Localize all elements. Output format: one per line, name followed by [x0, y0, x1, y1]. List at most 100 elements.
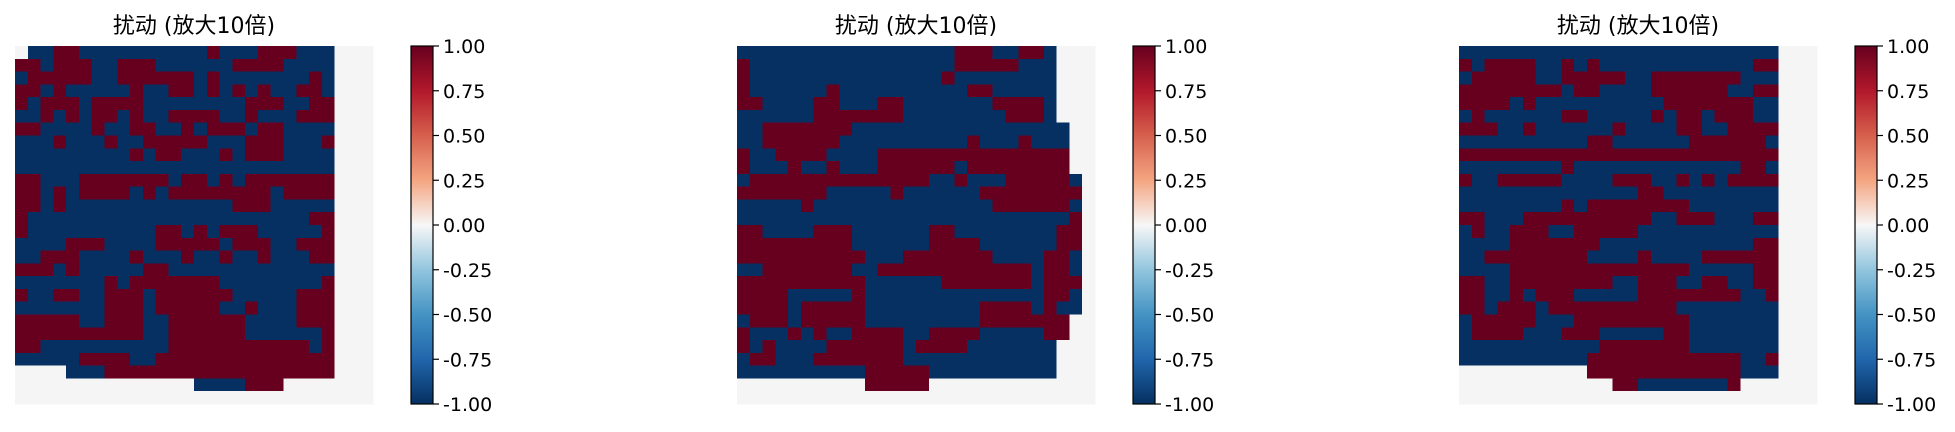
heatmap-cell [1561, 391, 1575, 405]
heatmap-cell [928, 250, 942, 264]
heatmap-cell [826, 314, 840, 328]
heatmap-cell [104, 122, 118, 136]
heatmap-cell [1561, 327, 1575, 341]
heatmap-cell [1005, 173, 1019, 188]
heatmap-cell [788, 263, 802, 277]
heatmap-cell [219, 71, 233, 85]
heatmap-cell [53, 97, 67, 111]
heatmap-cell [749, 84, 763, 98]
heatmap-cell [864, 71, 879, 85]
heatmap-cell [1082, 263, 1096, 277]
heatmap-cell [1535, 301, 1549, 315]
heatmap-cell [232, 199, 246, 213]
heatmap-cell [296, 212, 310, 226]
heatmap-cell [40, 276, 54, 290]
heatmap-cell [130, 122, 144, 136]
heatmap-cell [1804, 71, 1818, 85]
heatmap-cell [890, 97, 904, 111]
heatmap-cell [1612, 135, 1626, 149]
heatmap-cell [903, 276, 917, 290]
heatmap-cell [967, 58, 981, 72]
heatmap-cell [309, 378, 323, 392]
heatmap-cell [1650, 71, 1664, 85]
heatmap-cell [142, 212, 157, 226]
heatmap-cell [1714, 58, 1728, 72]
heatmap-cell [257, 276, 272, 290]
heatmap-cell [117, 378, 131, 392]
heatmap-cell [737, 84, 751, 98]
heatmap-cell [800, 161, 815, 175]
heatmap-cell [1535, 314, 1549, 328]
heatmap-cell [1638, 378, 1652, 392]
heatmap-cell [1638, 97, 1652, 111]
heatmap-cell [1778, 263, 1792, 277]
heatmap-cell [1561, 148, 1575, 162]
heatmap-cell [66, 58, 80, 72]
heatmap-cell [219, 199, 233, 213]
heatmap-cell [1804, 122, 1818, 136]
heatmap-cell [1574, 173, 1588, 188]
heatmap-cell [15, 71, 29, 85]
heatmap-cell [309, 58, 323, 72]
heatmap-cell [142, 314, 157, 328]
heatmap-cell [1471, 276, 1485, 290]
heatmap-cell [181, 173, 195, 188]
heatmap-cell [1031, 46, 1045, 60]
heatmap-cell [826, 46, 840, 60]
heatmap-cell [347, 58, 361, 72]
heatmap-cell [1561, 378, 1575, 392]
heatmap-cell [53, 378, 67, 392]
heatmap-cell [1638, 250, 1652, 264]
heatmap-cell [864, 109, 879, 124]
heatmap-cell [1714, 109, 1728, 124]
heatmap-cell [283, 97, 297, 111]
heatmap-cell [992, 225, 1006, 239]
heatmap-cell [1599, 109, 1613, 124]
heatmap-cell [321, 391, 336, 405]
heatmap-cell [321, 71, 336, 85]
heatmap-cell [270, 84, 284, 98]
heatmap-cell [130, 263, 144, 277]
heatmap-cell [321, 301, 336, 315]
heatmap-cell [1031, 199, 1045, 213]
heatmap-cell [1778, 161, 1792, 175]
heatmap-cell [1765, 352, 1780, 367]
heatmap-cell [992, 58, 1006, 72]
heatmap-cell [15, 135, 29, 149]
heatmap-cell [117, 109, 131, 124]
heatmap-cell [27, 365, 41, 379]
heatmap-cell [890, 340, 904, 354]
heatmap-cell [1018, 276, 1032, 290]
heatmap-cell [245, 148, 259, 162]
heatmap-cell [1561, 288, 1575, 303]
heatmap-cell [1727, 71, 1741, 85]
heatmap-cell [1082, 327, 1096, 341]
heatmap-cell [1586, 71, 1601, 85]
heatmap-cell [1522, 212, 1537, 226]
heatmap-cell [1561, 250, 1575, 264]
heatmap-cell [1740, 263, 1754, 277]
heatmap-cell [1663, 161, 1677, 175]
heatmap-cell [181, 225, 195, 239]
heatmap-cell [1612, 288, 1626, 303]
heatmap-cell [270, 352, 284, 367]
heatmap-cell [1650, 250, 1664, 264]
heatmap-cell [1056, 148, 1070, 162]
heatmap-cell [1663, 263, 1677, 277]
heatmap-cell [1689, 378, 1703, 392]
heatmap-cell [1714, 135, 1728, 149]
heatmap-cell [1561, 109, 1575, 124]
heatmap-cell [1625, 173, 1639, 188]
heatmap-cell [1082, 71, 1096, 85]
heatmap-cell [270, 212, 284, 226]
heatmap-cell [826, 301, 840, 315]
heatmap-cell [1753, 212, 1767, 226]
heatmap-cell [1043, 135, 1058, 149]
heatmap-cell [826, 327, 840, 341]
heatmap-cell [1561, 301, 1575, 315]
heatmap-cell [1701, 365, 1716, 379]
heatmap-cell [1548, 173, 1562, 188]
heatmap-cell [1727, 186, 1741, 200]
heatmap-cell [245, 237, 259, 251]
heatmap-cell [928, 263, 942, 277]
